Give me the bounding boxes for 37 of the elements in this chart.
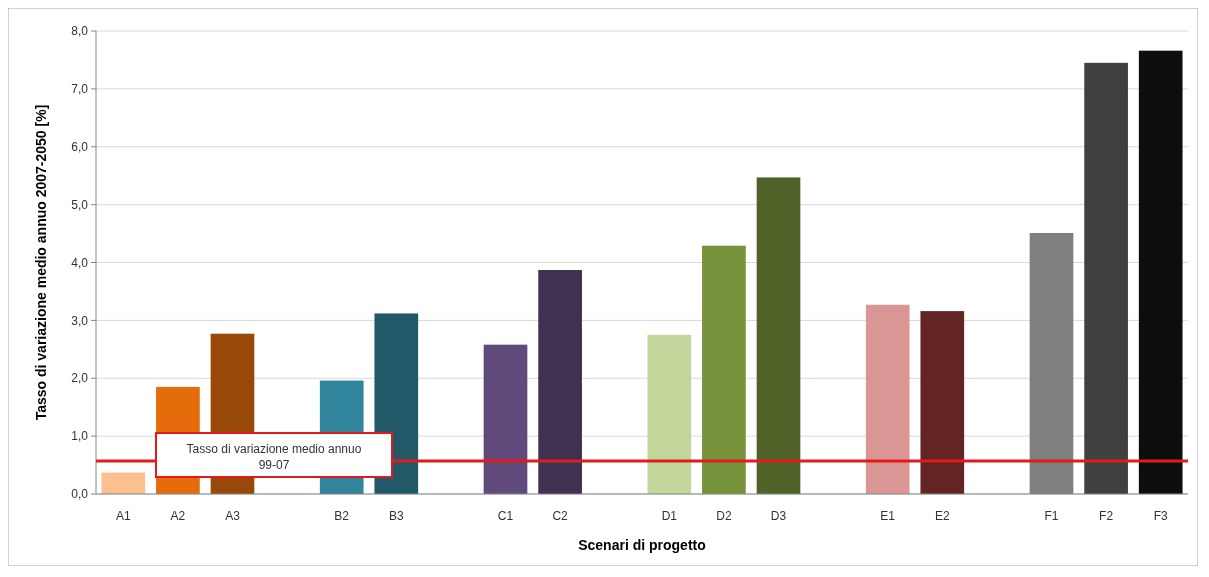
bar	[101, 472, 146, 494]
bar	[647, 334, 692, 494]
y-tick-label: 4,0	[71, 255, 89, 270]
bar	[865, 304, 910, 494]
y-tick-label: 1,0	[71, 429, 89, 444]
bar	[920, 311, 965, 494]
x-tick-label: E2	[934, 509, 950, 523]
bar	[483, 344, 528, 494]
bar	[1084, 62, 1128, 494]
x-tick-label: C1	[497, 509, 514, 523]
x-tick-label: B2	[334, 509, 350, 523]
y-tick-label: 7,0	[71, 82, 89, 97]
x-tick-label: F2	[1099, 509, 1114, 523]
x-tick-label: F1	[1044, 509, 1059, 523]
x-tick-label: F3	[1153, 509, 1169, 523]
bar	[1138, 50, 1183, 494]
bar	[702, 245, 746, 494]
y-tick-label: 2,0	[71, 371, 89, 386]
x-tick-label: D2	[716, 509, 732, 523]
x-tick-label: D3	[770, 509, 787, 523]
ref-line-label: Tasso di variazione medio annuo 99-07	[186, 442, 362, 473]
x-tick-label: A3	[225, 509, 241, 523]
x-tick-label: A2	[170, 509, 186, 523]
bar	[756, 177, 801, 494]
x-tick-label: D1	[661, 509, 678, 523]
y-tick-label: 3,0	[71, 313, 89, 328]
y-tick-label: 8,0	[71, 24, 89, 39]
x-tick-label: E1	[880, 509, 896, 523]
bar	[538, 270, 582, 494]
y-tick-label: 6,0	[71, 139, 89, 154]
x-tick-label: C2	[552, 509, 569, 523]
y-tick-label: 0,0	[71, 487, 89, 502]
x-tick-label: A1	[115, 509, 131, 523]
y-axis-title: Tasso di variazione medio annuo 2007-2050 [%]	[33, 104, 49, 421]
x-axis-title: Scenari di progetto	[578, 537, 706, 553]
x-tick-label: B3	[388, 509, 404, 523]
y-tick-label: 5,0	[71, 197, 89, 212]
